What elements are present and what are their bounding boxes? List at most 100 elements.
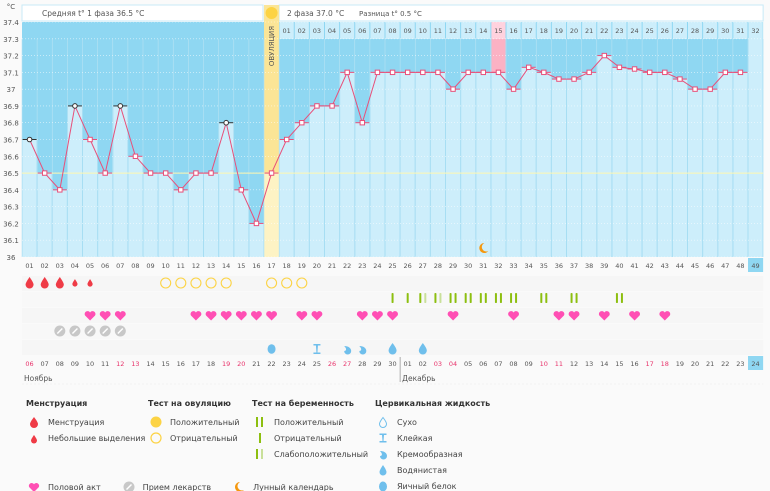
phase2-day-cell — [461, 22, 476, 39]
cycle-day-label: 12 — [192, 262, 200, 270]
date-label: 24 — [751, 360, 759, 368]
temperature-point — [41, 170, 48, 176]
legend-pregnancy-test: Тест на беременность Положительный Отриц… — [252, 399, 368, 462]
bbt-chart: Средняя t° 1 фаза 36.5 °C 2 фаза 37.0 °C Р… — [3, 3, 764, 385]
date-label: 02 — [419, 360, 427, 368]
intercourse-heart — [311, 311, 323, 321]
excluded-point — [223, 119, 229, 126]
ovulation-label: ОВУЛЯЦИЯ — [268, 26, 276, 66]
date-label: 10 — [86, 360, 94, 368]
temperature-bar — [98, 173, 113, 257]
legend-title: Менструация — [26, 399, 88, 408]
legend-label: Половой акт — [48, 482, 101, 491]
ovulation-test-marker — [160, 277, 172, 289]
temperature-point — [344, 69, 350, 76]
legend-item: Отрицательный — [148, 430, 239, 446]
phase2-day-label: 08 — [388, 27, 396, 35]
temperature-bar — [128, 156, 143, 257]
temperature-point — [57, 187, 63, 193]
ovulation-test-marker — [205, 277, 217, 289]
phase2-day-cell — [703, 22, 718, 39]
phase2-day-label: 07 — [373, 27, 381, 35]
phase2-day-cell — [385, 22, 400, 39]
phase2-day-label: 12 — [449, 27, 457, 35]
phase2-day-label: 22 — [600, 27, 608, 35]
phase2-day-cell — [355, 22, 370, 39]
temperature-bar — [536, 72, 551, 257]
cycle-day-label: 06 — [101, 262, 109, 270]
y-tick-label: 36 — [7, 254, 16, 262]
pregnancy-test-marker — [469, 293, 472, 303]
temperature-bar — [67, 105, 82, 257]
y-axis-unit: °C — [7, 3, 16, 11]
highlighted-day-column — [491, 39, 506, 73]
medication-pill-line — [87, 328, 94, 334]
date-label: 23 — [283, 360, 291, 368]
phase2-day-cell — [430, 22, 445, 39]
temperature-point — [359, 120, 366, 126]
intercourse-heart — [99, 311, 111, 321]
temperature-bar — [279, 139, 294, 257]
phase2-day-cell — [657, 22, 672, 39]
temperature-point — [374, 69, 381, 76]
date-label: 21 — [252, 360, 260, 368]
phase2-day-label: 25 — [646, 27, 654, 35]
temperature-bar — [37, 173, 52, 257]
cycle-day-label: 21 — [328, 262, 336, 270]
y-tick-label: 36.2 — [3, 220, 19, 228]
phase2-day-cell — [370, 22, 385, 39]
pregnancy-test-marker — [510, 293, 513, 303]
legend-item: Кремообразная — [375, 446, 490, 462]
intercourse-heart — [447, 311, 459, 321]
cycle-day-label: 37 — [570, 262, 578, 270]
cervical-fluid-marker — [267, 344, 276, 354]
temperature-bar — [204, 173, 219, 257]
temperature-point — [722, 69, 729, 76]
phase2-day-cell — [294, 22, 309, 39]
temperature-point — [510, 86, 517, 92]
cycle-day-label: 22 — [343, 262, 351, 270]
temperature-point — [435, 69, 441, 76]
phase2-day-cell — [612, 22, 627, 39]
phase2-day-cell — [627, 22, 642, 39]
intercourse-heart — [568, 311, 580, 321]
y-tick-label: 37.4 — [3, 19, 19, 27]
phase2-day-cell — [567, 22, 582, 39]
eggwhite-icon — [375, 480, 391, 491]
weekend-date-label: 20 — [237, 360, 245, 368]
legend-item: Небольшие выделения — [26, 430, 145, 446]
temperature-bar — [83, 139, 98, 257]
legend-item: Слабоположительный — [252, 446, 368, 462]
ovulation-column-lower — [264, 173, 280, 257]
legend-bottom: Половой акт Прием лекарств Лунный календ… — [26, 479, 338, 491]
cycle-day-label: 24 — [373, 262, 381, 270]
ovulation-test-marker — [190, 277, 202, 289]
cycle-day-label: 48 — [736, 262, 744, 270]
date-label: 16 — [177, 360, 185, 368]
date-label: 12 — [570, 360, 578, 368]
date-label: 13 — [585, 360, 593, 368]
cycle-day-label: 38 — [585, 262, 593, 270]
intercourse-heart — [356, 311, 368, 321]
temperature-bar — [415, 72, 430, 257]
pregnancy-positive-icon — [252, 416, 268, 428]
weekend-date-label: 11 — [555, 360, 563, 368]
watery-icon — [375, 464, 391, 476]
date-label: 07 — [494, 360, 502, 368]
temperature-point — [631, 66, 638, 72]
sticky-icon — [375, 432, 391, 444]
pregnancy-test-marker — [484, 293, 487, 303]
legend-item: Половой акт — [26, 479, 101, 491]
date-label: 30 — [388, 360, 396, 368]
phase2-day-label: 06 — [358, 27, 366, 35]
menstruation-drop — [25, 277, 34, 289]
legend-label: Лунный календарь — [253, 482, 334, 491]
temperature-bar — [657, 72, 672, 257]
cycle-day-label: 25 — [388, 262, 396, 270]
temperature-point — [556, 76, 562, 82]
pregnancy-test-marker — [515, 293, 518, 303]
cycle-day-label: 39 — [600, 262, 608, 270]
phase2-day-cell — [642, 22, 657, 39]
phase2-day-label: 01 — [283, 27, 291, 35]
pregnancy-test-marker — [540, 293, 543, 303]
